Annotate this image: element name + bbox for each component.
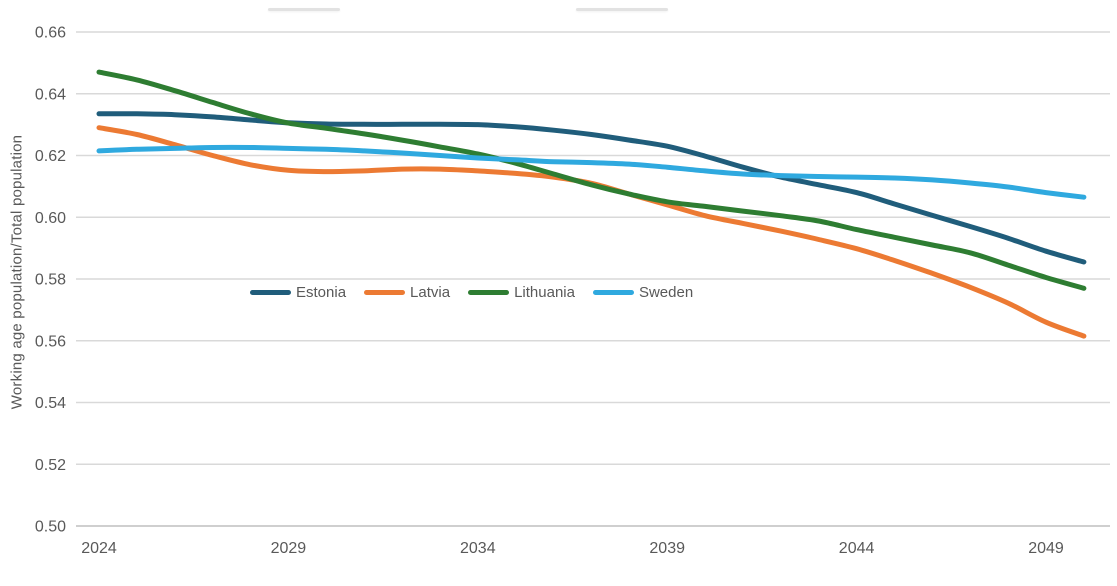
- y-tick-label: 0.56: [35, 333, 66, 350]
- y-tick-label: 0.64: [35, 86, 66, 103]
- x-tick-label: 2034: [460, 540, 496, 557]
- legend-item-lithuania: Lithuania: [468, 284, 575, 301]
- y-axis-title: Working age population/Total population: [8, 134, 26, 410]
- legend-label: Lithuania: [514, 283, 575, 301]
- x-tick-label: 2044: [839, 540, 875, 557]
- line-lithuania: [96, 69, 1087, 291]
- y-tick-label: 0.60: [35, 210, 66, 227]
- line-latvia: [96, 125, 1087, 339]
- legend-label: Sweden: [638, 283, 694, 301]
- legend-swatch-lithuania: [468, 289, 510, 295]
- x-tick-label: 2029: [271, 540, 307, 557]
- legend-item-latvia: Latvia: [364, 284, 450, 301]
- artifact-streak: [576, 8, 668, 11]
- legend-item-sweden: Sweden: [592, 283, 694, 301]
- y-tick-label: 0.62: [35, 148, 66, 165]
- y-tick-label: 0.54: [35, 395, 66, 412]
- legend-swatch-sweden: [592, 289, 634, 295]
- legend-label: Latvia: [410, 283, 451, 301]
- y-tick-label: 0.52: [35, 457, 66, 474]
- x-tick-label: 2049: [1028, 540, 1064, 557]
- legend-item-estonia: Estonia: [250, 284, 346, 301]
- y-tick-label: 0.66: [35, 25, 66, 42]
- artifact-streak: [268, 8, 340, 11]
- x-tick-label: 2039: [649, 540, 685, 557]
- line-estonia: [96, 111, 1087, 265]
- chart-legend: Estonia Latvia Lithuania Sweden: [250, 283, 693, 301]
- line-sweden: [96, 144, 1087, 200]
- legend-swatch-estonia: [250, 289, 291, 295]
- x-tick-label: 2024: [81, 540, 117, 557]
- y-tick-label: 0.58: [35, 272, 66, 289]
- y-tick-label: 0.50: [35, 519, 66, 536]
- legend-label: Estonia: [296, 283, 347, 301]
- legend-swatch-latvia: [364, 289, 406, 295]
